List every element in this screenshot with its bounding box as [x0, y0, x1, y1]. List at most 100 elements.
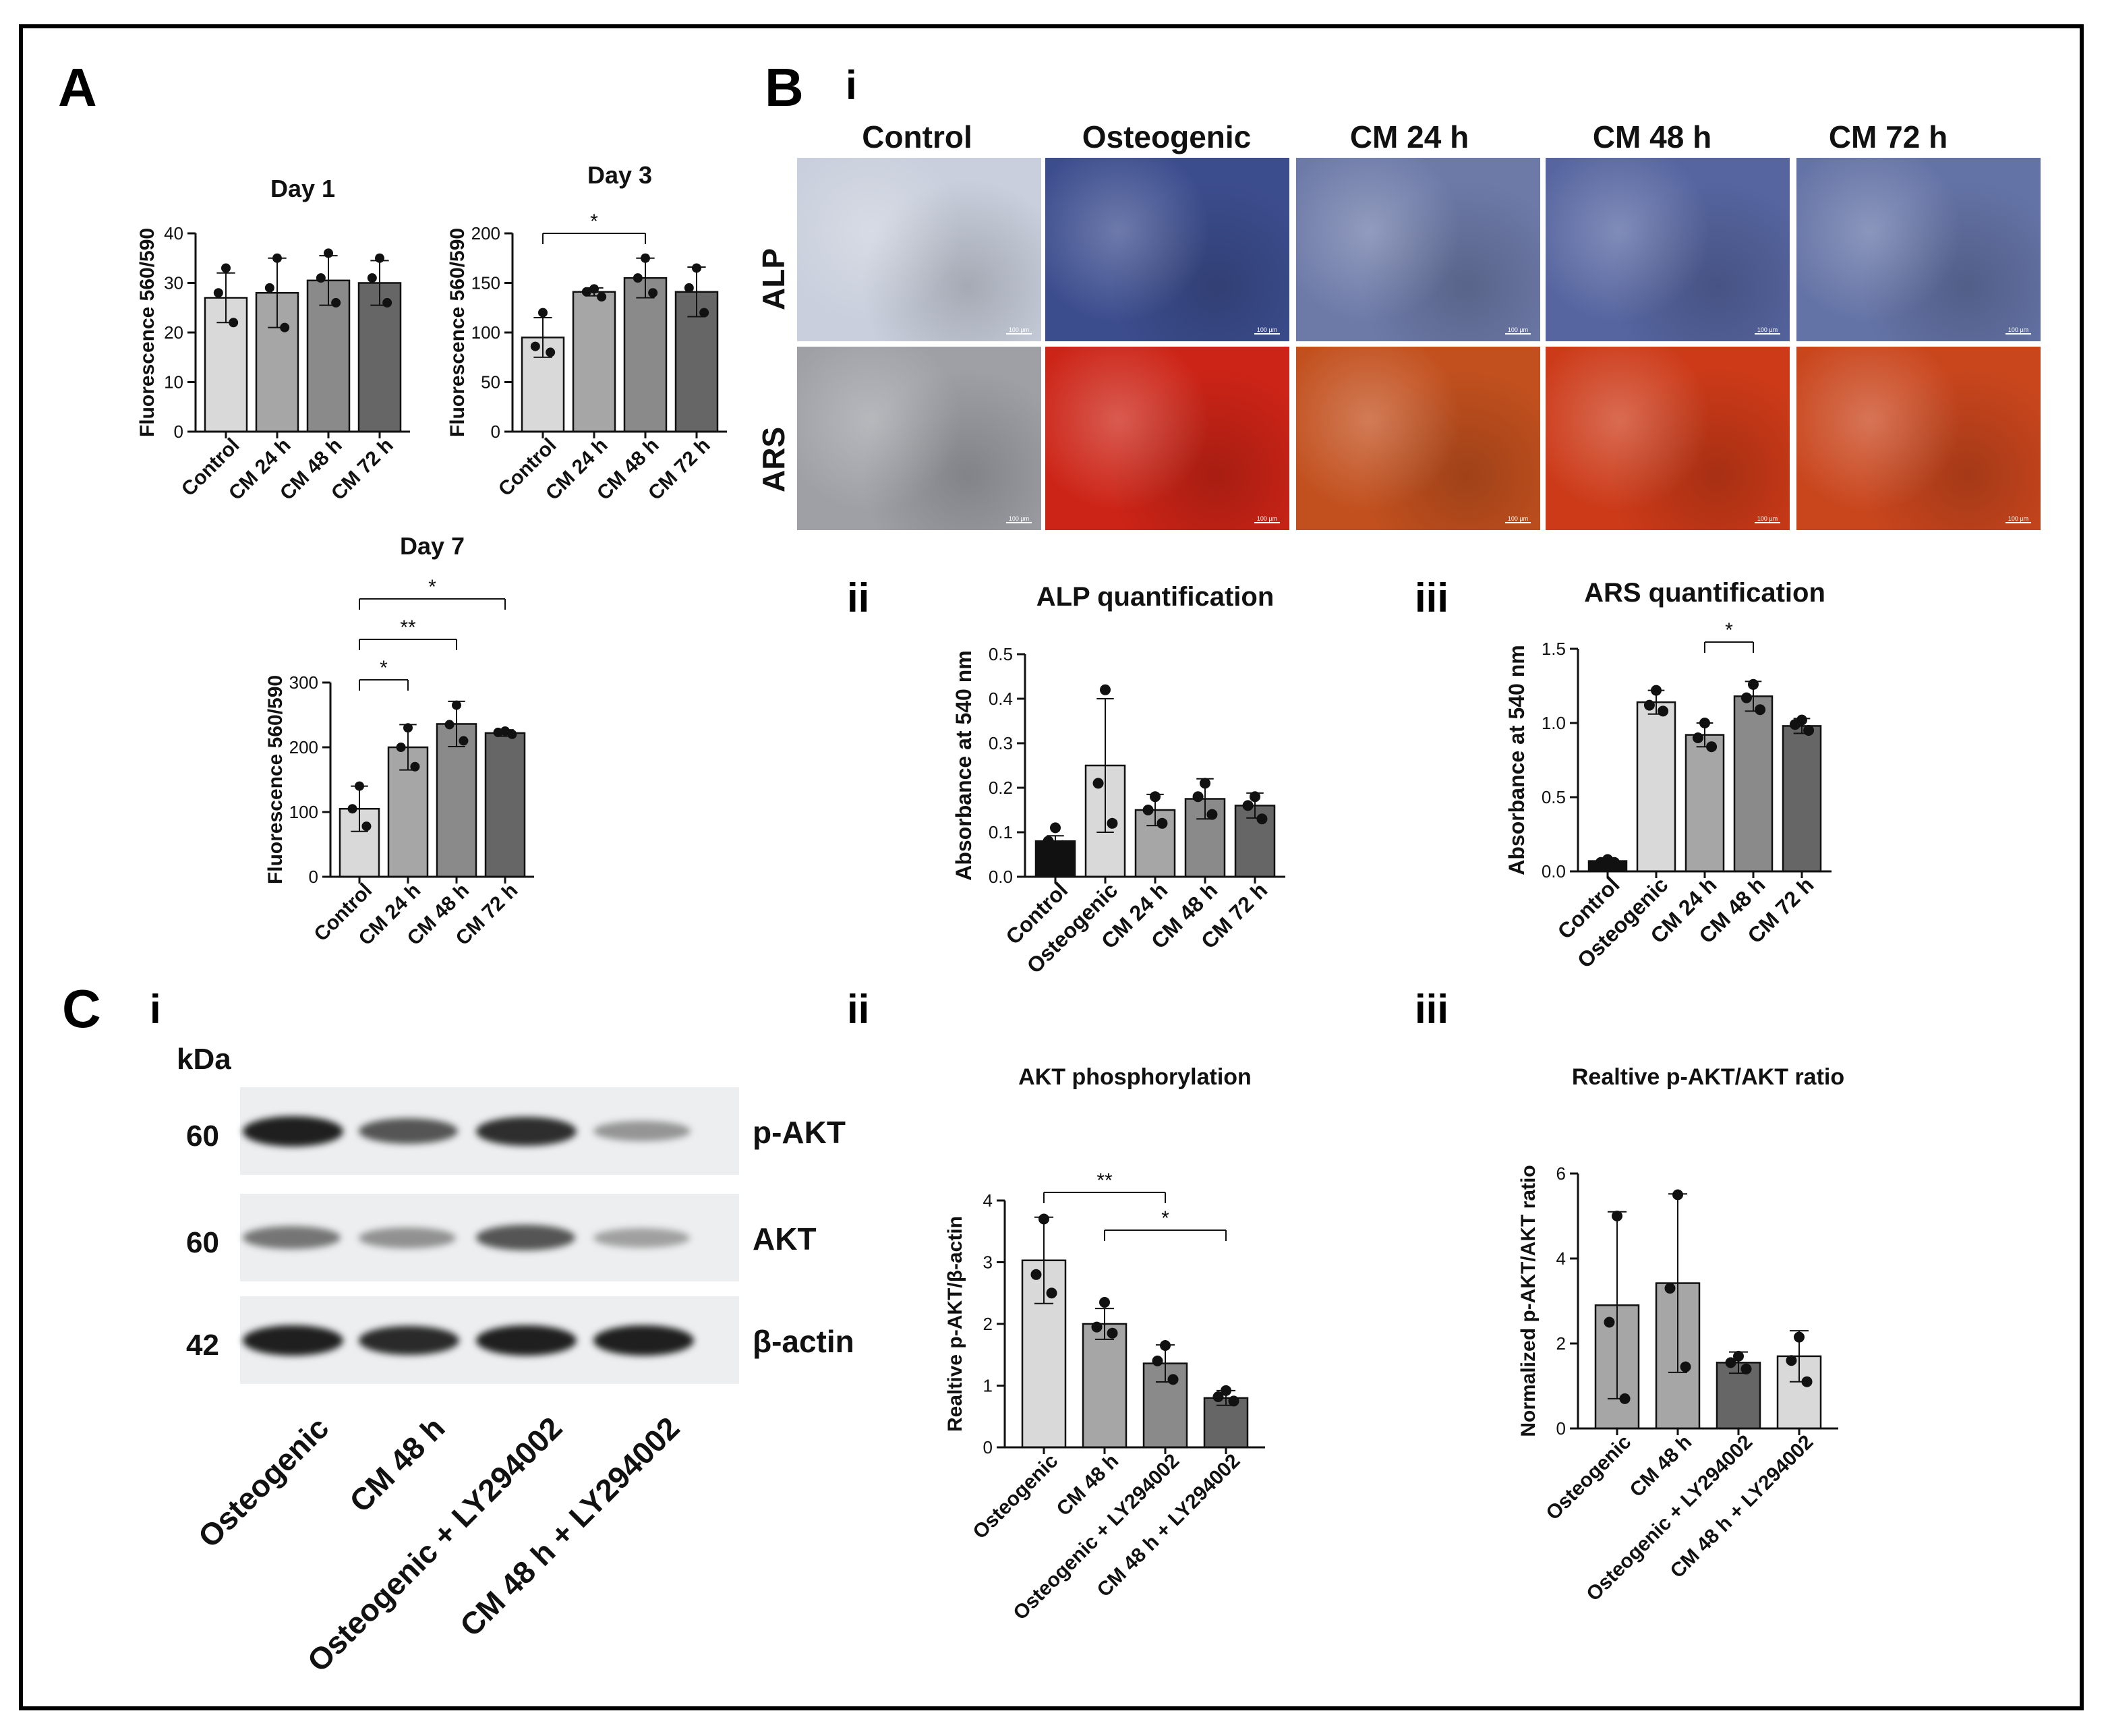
data-point: [1192, 791, 1204, 803]
data-point: [221, 263, 231, 273]
data-point: [1672, 1189, 1683, 1200]
data-point: [1160, 1340, 1171, 1352]
significance-bracket: *: [1704, 619, 1754, 653]
data-point: [581, 287, 591, 297]
chart-akt-phosphorylation: AKT phosphorylation Realtive p-AKT/β-acti…: [944, 1064, 1265, 1625]
panel-c-i-label: i: [150, 987, 161, 1032]
panel-c-ii-label: ii: [847, 987, 870, 1032]
significance-bracket: **: [359, 616, 457, 650]
data-point: [1092, 778, 1104, 789]
data-point: [1801, 1376, 1813, 1387]
data-point: [1206, 809, 1218, 820]
y-tick-label: 0: [1556, 1418, 1566, 1439]
y-tick-label: 200: [471, 223, 500, 243]
wb-band: [593, 1325, 694, 1356]
data-point: [1050, 822, 1061, 834]
y-tick-label: 300: [289, 672, 318, 693]
bar: [572, 291, 616, 433]
scale-bar: 100 µm: [1505, 326, 1531, 335]
chart-title: ALP quantification: [1036, 582, 1275, 612]
data-point: [589, 284, 599, 294]
micrograph-col-osteogenic: Osteogenic: [1082, 119, 1252, 154]
wb-mw-label: 42: [186, 1329, 219, 1362]
wb-protein-label: p-AKT: [753, 1115, 846, 1150]
bar: [674, 291, 719, 433]
data-point: [530, 341, 540, 351]
data-point: [410, 761, 420, 772]
data-point: [1200, 778, 1210, 789]
wb-protein-label: β-actin: [753, 1324, 854, 1359]
data-point: [648, 288, 658, 298]
chart-title: Day 1: [270, 175, 335, 202]
data-point: [1167, 1374, 1179, 1385]
data-point: [1228, 1395, 1239, 1407]
data-point: [396, 743, 406, 752]
data-point: [1100, 684, 1111, 695]
chart-title: AKT phosphorylation: [1018, 1064, 1252, 1090]
micrograph-ars-osteogenic: 100 µm: [1045, 347, 1289, 530]
data-point: [1748, 678, 1759, 690]
data-point: [375, 253, 384, 263]
significance-label: *: [1725, 619, 1733, 641]
data-point: [403, 723, 413, 733]
bar: [436, 723, 477, 878]
chart-title: Day 7: [400, 532, 465, 560]
scale-bar: 100 µm: [1006, 515, 1032, 523]
scale-bar: 100 µm: [2005, 326, 2031, 335]
wb-band: [243, 1116, 343, 1147]
chart-title: ARS quantification: [1584, 578, 1825, 608]
y-tick-label: 0: [309, 867, 318, 887]
category-label: Osteogenic: [1542, 1431, 1635, 1525]
chart-title: Realtive p-AKT/AKT ratio: [1572, 1064, 1844, 1090]
panel-b-iii-label: iii: [1415, 575, 1449, 620]
micrograph-alp-cm-24-h: 100 µm: [1296, 158, 1540, 341]
chart-title: Day 3: [587, 161, 652, 189]
significance-label: **: [400, 616, 416, 639]
chart-relative-ratio: Realtive p-AKT/AKT ratio Normalized p-AKT…: [1517, 1064, 1844, 1606]
data-point: [1725, 1357, 1736, 1368]
data-point: [1733, 1350, 1744, 1362]
data-point: [382, 297, 392, 308]
data-point: [1692, 732, 1703, 743]
data-point: [1794, 1331, 1805, 1343]
data-point: [229, 318, 239, 328]
y-tick-label: 50: [481, 372, 500, 393]
y-tick-label: 0.5: [989, 644, 1013, 664]
micrograph-alp-osteogenic: 100 µm: [1045, 158, 1289, 341]
y-axis-label: Realtive p-AKT/β-actin: [944, 1216, 966, 1432]
micrograph-alp-control: 100 µm: [797, 158, 1041, 341]
panel-letter-c: C: [62, 979, 101, 1039]
data-point: [1142, 805, 1154, 815]
data-point: [538, 308, 548, 318]
data-point: [1212, 1391, 1224, 1402]
scale-bar: 100 µm: [2005, 515, 2031, 523]
wb-mw-label: 60: [186, 1120, 219, 1153]
micrograph-col-cm48: CM 48 h: [1592, 119, 1712, 154]
data-point: [546, 347, 556, 357]
data-point: [1786, 1355, 1797, 1366]
data-point: [331, 297, 341, 308]
significance-label: *: [428, 576, 436, 598]
data-point: [452, 700, 461, 710]
wb-band: [476, 1116, 577, 1146]
y-tick-label: 3: [983, 1252, 993, 1273]
data-point: [1740, 1363, 1752, 1375]
data-point: [1043, 836, 1054, 847]
y-tick-label: 0: [983, 1437, 993, 1457]
y-tick-label: 0.0: [989, 867, 1013, 887]
data-point: [316, 273, 326, 283]
significance-bracket: *: [542, 210, 646, 244]
micrograph-col-cm24: CM 24 h: [1349, 119, 1469, 154]
micrograph-col-control: Control: [862, 119, 972, 154]
data-point: [1221, 1385, 1231, 1396]
micrograph-col-cm72: CM 72 h: [1828, 119, 1948, 154]
scale-bar: 100 µm: [1755, 326, 1780, 335]
wb-protein-label: AKT: [753, 1221, 817, 1256]
data-point: [500, 726, 510, 736]
data-point: [1150, 791, 1161, 803]
data-point: [507, 729, 517, 739]
data-point: [367, 273, 377, 283]
